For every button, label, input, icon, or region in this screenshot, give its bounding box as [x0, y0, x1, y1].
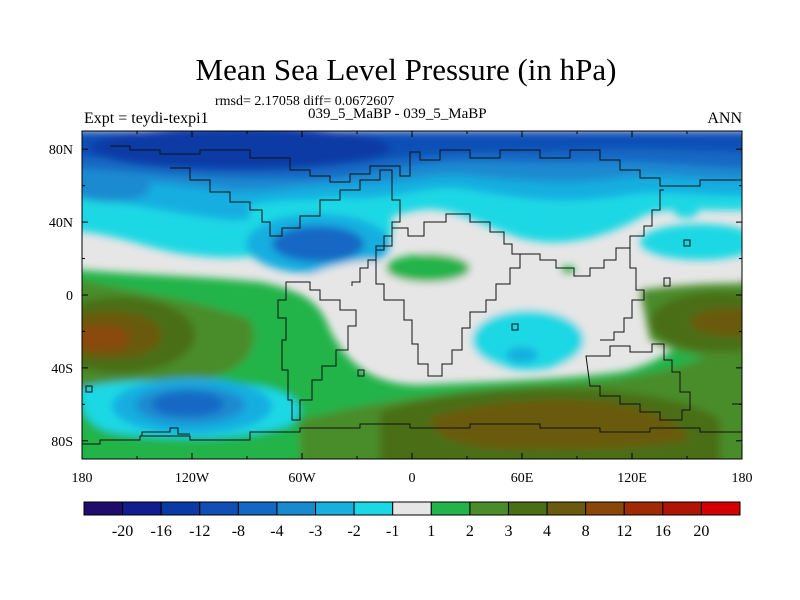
experiment-label: Expt = teydi-texpi1 — [84, 110, 209, 127]
coastline-peninsula — [141, 427, 190, 436]
pressure-map — [82, 131, 742, 459]
x-tick-label: 120W — [175, 471, 210, 486]
colorbar-swatch — [546, 501, 587, 516]
coastline-australia — [585, 343, 691, 421]
colorbar-label: 8 — [582, 523, 590, 540]
y-tick-label: 0 — [66, 289, 73, 304]
colorbar-swatch — [662, 501, 702, 516]
colorbar-swatch — [700, 501, 741, 516]
colorbar-swatch — [392, 501, 432, 516]
colorbar-label: 12 — [616, 523, 632, 540]
colorbar-label: -20 — [112, 523, 133, 540]
colorbar-label: 1 — [427, 523, 435, 540]
colorbar-label: 16 — [655, 523, 671, 540]
region-east-cyan2 — [674, 206, 698, 218]
period-label: 039_5_MaBP - 039_5_MaBP — [308, 106, 487, 122]
region-arctic-core — [90, 131, 390, 170]
coastline-arctic — [110, 145, 742, 187]
region-central-green — [386, 254, 470, 282]
coastlines — [82, 145, 742, 445]
region-east-cyan — [640, 224, 742, 260]
colorbar-label: -1 — [386, 523, 399, 540]
coastline-south-america — [277, 281, 357, 421]
x-axis: 180 120W 60W 0 60E 120E 180 — [72, 131, 753, 486]
colorbar-swatch — [585, 501, 625, 516]
y-tick-label: 80N — [49, 143, 73, 158]
colorbar-label: 3 — [504, 523, 512, 540]
coastline-antarctica — [82, 423, 742, 445]
region-so-blue — [152, 392, 224, 416]
y-tick-label: 40S — [51, 362, 73, 377]
region-small-green — [561, 266, 575, 274]
colorbar-swatch — [199, 501, 239, 516]
colorbar-label: -12 — [189, 523, 210, 540]
y-tick-label: 80S — [51, 435, 73, 450]
colorbar-swatch — [353, 501, 394, 516]
coastline-asia — [520, 189, 664, 277]
colorbar: -20 -16 -12 -8 -4 -3 -2 -1 1 2 3 4 8 12 16 20 — [83, 501, 741, 540]
colorbar-swatch — [83, 501, 124, 516]
region-nw-blue — [82, 174, 150, 202]
y-axis: 80N 40N 0 40S 80S — [49, 143, 742, 450]
x-tick-label: 0 — [409, 471, 416, 486]
colorbar-label: -4 — [270, 523, 283, 540]
colorbar-swatch — [276, 501, 317, 516]
region-npac-blue — [272, 226, 364, 262]
y-tick-label: 40N — [49, 216, 73, 231]
x-tick-label: 180 — [732, 471, 753, 486]
colorbar-label: -16 — [151, 523, 172, 540]
colorbar-swatch — [507, 501, 548, 516]
x-tick-label: 60E — [511, 471, 534, 486]
x-tick-label: 180 — [72, 471, 93, 486]
region-sw-rust — [82, 325, 130, 351]
coastline-africa-eurasia — [375, 213, 521, 377]
stats-label: rmsd= 2.17058 diff= 0.0672607 — [215, 94, 395, 109]
colorbar-swatch — [315, 501, 355, 516]
season-label: ANN — [707, 110, 742, 127]
colorbar-swatch — [430, 501, 471, 516]
region-io-cyan — [472, 310, 584, 370]
colorbar-label: 20 — [693, 523, 709, 540]
chart-title: Mean Sea Level Pressure (in hPa) — [195, 52, 617, 87]
colorbar-swatch — [160, 501, 201, 516]
coastline-east-islands — [600, 240, 645, 341]
colorbar-label: -8 — [232, 523, 245, 540]
colorbar-label: -3 — [309, 523, 322, 540]
colorbar-label: 2 — [466, 523, 474, 540]
colorbar-swatch — [237, 501, 278, 516]
colorbar-label: -2 — [347, 523, 360, 540]
colorbar-label: 4 — [543, 523, 551, 540]
region-se-brown — [690, 308, 742, 336]
x-tick-label: 60W — [288, 471, 316, 486]
coastline-islands — [85, 239, 742, 405]
colorbar-swatch — [122, 501, 162, 516]
region-south-brown — [430, 400, 690, 450]
x-tick-label: 120E — [617, 471, 647, 486]
colorbar-swatch — [469, 501, 509, 516]
region-io-lightblue — [506, 347, 538, 363]
colorbar-swatch — [623, 501, 664, 516]
